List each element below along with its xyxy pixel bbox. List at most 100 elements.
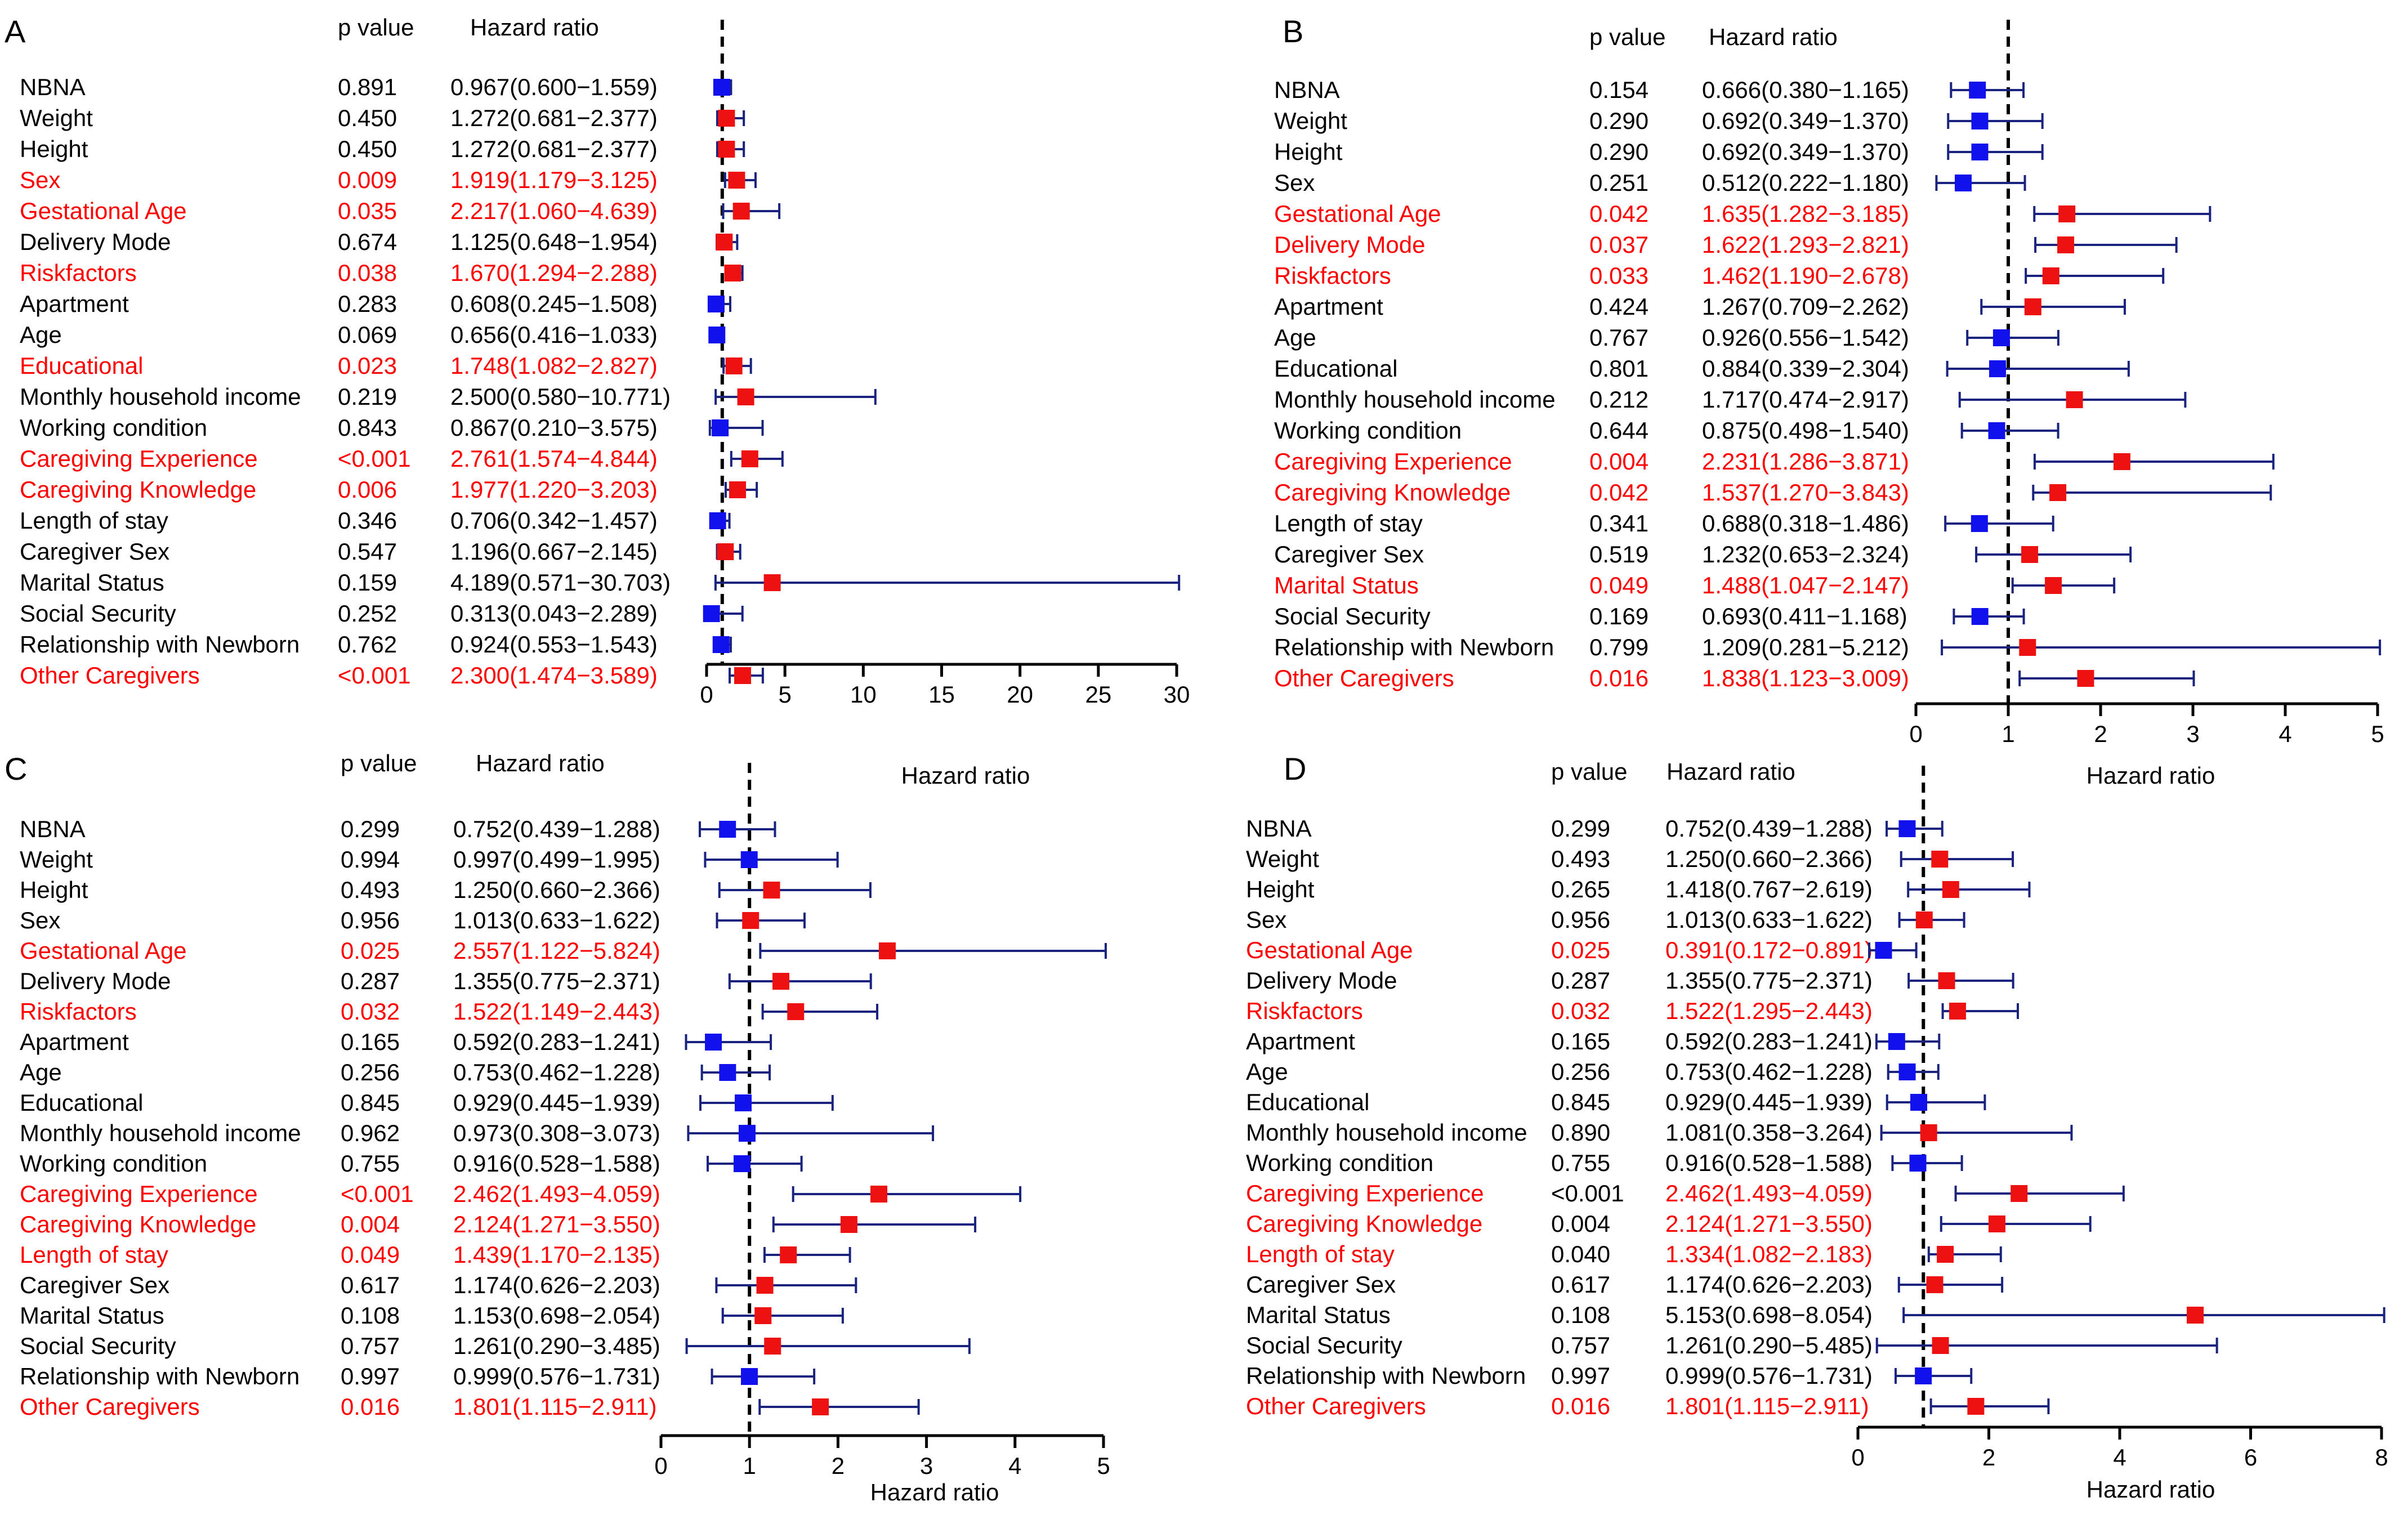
forest-row: Apartment 0.165 0.592(0.283−1.241) bbox=[20, 1029, 772, 1055]
p-value: 0.845 bbox=[1551, 1089, 1610, 1115]
variable-label: Caregiving Experience bbox=[20, 1181, 258, 1207]
p-value: 0.049 bbox=[341, 1241, 400, 1268]
variable-label: Other Caregivers bbox=[1246, 1393, 1426, 1419]
hazard-ratio-point bbox=[712, 419, 729, 436]
forest-row: Weight 0.994 0.997(0.499−1.995) bbox=[20, 846, 839, 873]
forest-row: Caregiving Experience <0.001 2.462(1.493−4… bbox=[20, 1181, 1022, 1207]
hazard-ratio-header: Hazard ratio bbox=[1667, 758, 1795, 785]
x-tick-label: 10 bbox=[850, 681, 877, 708]
hazard-ratio-point bbox=[754, 1307, 772, 1324]
hazard-ratio-ci: 2.217(1.060−4.639) bbox=[450, 198, 658, 224]
forest-row: Age 0.256 0.753(0.462−1.228) bbox=[20, 1059, 771, 1085]
hazard-ratio-ci: 0.884(0.339−2.304) bbox=[1702, 355, 1909, 382]
hazard-ratio-point bbox=[1898, 820, 1916, 837]
forest-row: Marital Status 0.049 1.488(1.047−2.147) bbox=[1274, 572, 2116, 598]
p-value: 0.346 bbox=[338, 507, 397, 534]
hazard-ratio-point bbox=[1910, 1094, 1927, 1111]
p-value: 0.674 bbox=[338, 229, 397, 255]
variable-label: Riskfactors bbox=[20, 998, 137, 1025]
p-value: 0.290 bbox=[1589, 108, 1648, 134]
p-value: 0.956 bbox=[341, 907, 400, 933]
p-value: 0.108 bbox=[1551, 1302, 1610, 1328]
p-value: 0.997 bbox=[1551, 1362, 1610, 1389]
x-tick-label: 0 bbox=[1851, 1444, 1864, 1471]
hazard-ratio-ci: 0.752(0.439−1.288) bbox=[1665, 815, 1873, 842]
forest-row: Age 0.256 0.753(0.462−1.228) bbox=[1246, 1058, 1940, 1085]
hazard-ratio-ci: 0.929(0.445−1.939) bbox=[1665, 1089, 1873, 1115]
p-value: 0.997 bbox=[341, 1363, 400, 1389]
forest-row: Monthly household income 0.962 0.973(0.308… bbox=[20, 1120, 935, 1146]
variable-label: Age bbox=[1274, 324, 1316, 351]
hazard-ratio-point bbox=[2057, 236, 2075, 253]
variable-label: Caregiving Knowledge bbox=[20, 1211, 256, 1237]
hazard-ratio-point bbox=[735, 1094, 752, 1111]
hazard-ratio-point bbox=[729, 481, 747, 498]
hazard-ratio-ci: 0.924(0.553−1.543) bbox=[450, 631, 658, 658]
x-tick-label: 1 bbox=[743, 1452, 756, 1479]
forest-row: Apartment 0.283 0.608(0.245−1.508) bbox=[20, 290, 731, 317]
variable-label: Relationship with Newborn bbox=[20, 1363, 300, 1389]
hazard-ratio-point bbox=[709, 512, 726, 529]
hazard-ratio-point bbox=[1942, 881, 1959, 898]
hazard-ratio-point bbox=[2077, 670, 2094, 687]
variable-label: Educational bbox=[1274, 355, 1398, 382]
variable-label: Working condition bbox=[1274, 417, 1462, 444]
variable-label: Relationship with Newborn bbox=[1246, 1362, 1526, 1389]
p-value: 0.108 bbox=[341, 1302, 400, 1329]
forest-row: Other Caregivers 0.016 1.838(1.123−3.009) bbox=[1274, 665, 2195, 691]
forest-row: Length of stay 0.049 1.439(1.170−2.135) bbox=[20, 1241, 851, 1268]
p-value: <0.001 bbox=[1551, 1180, 1624, 1206]
p-value-header: p value bbox=[338, 14, 414, 41]
hazard-ratio-point bbox=[716, 234, 733, 251]
variable-label: Marital Status bbox=[20, 569, 164, 596]
hazard-ratio-ci: 2.500(0.580−10.771) bbox=[450, 383, 671, 410]
hazard-ratio-ci: 1.174(0.626−2.203) bbox=[1665, 1271, 1873, 1298]
p-value: 0.032 bbox=[341, 998, 400, 1025]
p-value: 0.165 bbox=[1551, 1028, 1610, 1054]
x-tick-label: 5 bbox=[1097, 1452, 1110, 1479]
p-value: 0.040 bbox=[1551, 1241, 1610, 1267]
p-value: 0.450 bbox=[338, 136, 397, 162]
p-value: 0.757 bbox=[1551, 1332, 1610, 1358]
hazard-ratio-header: Hazard ratio bbox=[476, 750, 605, 776]
variable-label: Other Caregivers bbox=[1274, 665, 1454, 691]
hazard-ratio-ci: 0.875(0.498−1.540) bbox=[1702, 417, 1909, 444]
p-value: 0.283 bbox=[338, 290, 397, 317]
forest-row: Gestational Age 0.025 0.391(0.172−0.891) bbox=[1246, 937, 1918, 963]
hazard-ratio-ci: 1.250(0.660−2.366) bbox=[453, 877, 660, 903]
variable-label: Social Security bbox=[1274, 603, 1431, 629]
variable-label: Sex bbox=[20, 907, 60, 933]
p-value: 0.004 bbox=[341, 1211, 400, 1237]
forest-row: Marital Status 0.108 5.153(0.698−8.054) bbox=[1246, 1302, 2385, 1328]
variable-label: Height bbox=[1246, 876, 1315, 902]
p-value: 0.256 bbox=[1551, 1058, 1610, 1085]
hazard-ratio-point bbox=[718, 110, 735, 127]
forest-row: Educational 0.845 0.929(0.445−1.939) bbox=[1246, 1089, 1986, 1115]
p-value: 0.767 bbox=[1589, 324, 1648, 351]
p-value: 0.519 bbox=[1589, 541, 1648, 567]
hazard-ratio-point bbox=[2113, 453, 2130, 470]
forest-row: Relationship with Newborn 0.799 1.209(0.28… bbox=[1274, 634, 2382, 660]
hazard-ratio-point bbox=[2187, 1307, 2204, 1324]
hazard-ratio-point bbox=[2021, 546, 2039, 563]
hazard-ratio-ci: 0.926(0.556−1.542) bbox=[1702, 324, 1909, 351]
variable-label: Weight bbox=[20, 105, 93, 131]
x-tick-label: 30 bbox=[1164, 681, 1190, 708]
hazard-ratio-point bbox=[707, 296, 725, 312]
hazard-ratio-ci: 0.752(0.439−1.288) bbox=[453, 816, 660, 842]
forest-row: Weight 0.450 1.272(0.681−2.377) bbox=[20, 105, 745, 131]
p-value: 0.016 bbox=[1589, 665, 1648, 691]
hazard-ratio-ci: 1.232(0.653−2.324) bbox=[1702, 541, 1909, 567]
hazard-ratio-point bbox=[734, 667, 752, 684]
forest-row: Marital Status 0.159 4.189(0.571−30.703) bbox=[20, 569, 1181, 596]
hazard-ratio-point bbox=[1954, 175, 1972, 191]
p-value: 0.890 bbox=[1551, 1119, 1610, 1146]
p-value: 0.016 bbox=[1551, 1393, 1610, 1419]
forest-row: NBNA 0.299 0.752(0.439−1.288) bbox=[1246, 815, 1944, 842]
p-value: 0.299 bbox=[341, 816, 400, 842]
x-tick-label: 3 bbox=[2186, 721, 2199, 747]
hazard-ratio-point bbox=[713, 79, 730, 96]
p-value: 0.493 bbox=[1551, 846, 1610, 872]
hazard-ratio-point bbox=[878, 942, 896, 959]
